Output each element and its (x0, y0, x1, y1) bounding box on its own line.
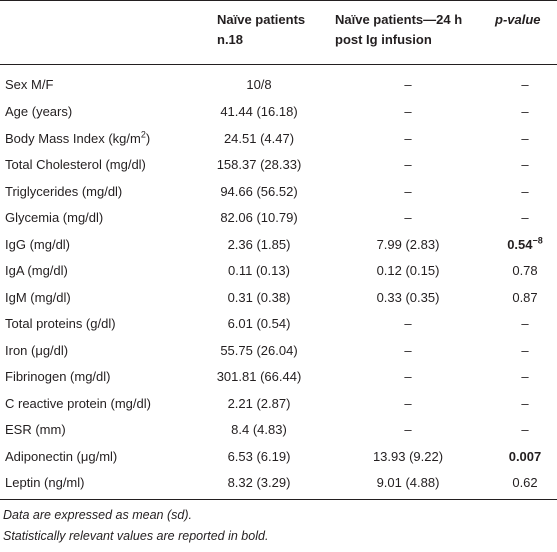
table-row: Adiponectin (μg/ml) 6.53 (6.19) 13.93 (9.2… (0, 444, 557, 471)
header-naive-line2: n.18 (217, 32, 244, 47)
cell-post-infusion: 13.93 (9.22) (372, 448, 444, 464)
table-row: IgM (mg/dl) 0.31 (0.38) 0.33 (0.35) 0.87 (0, 285, 557, 312)
table-row: Total proteins (g/dl) 6.01 (0.54) – – (0, 311, 557, 338)
cell-naive: 158.37 (28.33) (216, 157, 302, 173)
header-post-infusion: Naïve patients—24 h post Ig infusion (323, 0, 493, 65)
table-row: C reactive protein (mg/dl) 2.21 (2.87) – – (0, 391, 557, 418)
cell-post-infusion: – (404, 77, 412, 92)
header-post-line1: Naïve patients—24 h (335, 12, 463, 27)
cell-p-value: 0.007 (508, 448, 542, 464)
p-value-base: 0.54 (507, 236, 533, 252)
row-label: IgM (mg/dl) (5, 289, 71, 305)
cell-p-value: – (521, 316, 529, 332)
cell-p-value: – (521, 104, 529, 120)
row-label-suffix: ) (145, 130, 151, 146)
cell-p-value: – (521, 210, 529, 226)
cell-naive: 10/8 (246, 77, 272, 92)
table-row: Fibrinogen (mg/dl) 301.81 (66.44) – – (0, 364, 557, 391)
cell-p-value: – (521, 130, 529, 146)
row-label: Glycemia (mg/dl) (5, 210, 104, 226)
note-mean-sd: Data are expressed as mean (sd). (3, 508, 192, 522)
cell-p-value: – (521, 342, 529, 358)
row-label-superscript: 2 (140, 129, 146, 140)
cell-post-infusion: – (404, 104, 412, 120)
header-blank (0, 0, 195, 65)
cell-naive: 8.32 (3.29) (195, 470, 323, 500)
row-label: Body Mass Index (kg/m2) (0, 126, 195, 153)
table-row: Age (years) 41.44 (16.18) – – (0, 99, 557, 126)
table-header-row: Naïve patients n.18 Naïve patients—24 h … (0, 0, 557, 65)
cell-post-infusion: – (404, 342, 412, 358)
cell-post-infusion: – (404, 157, 412, 173)
row-label: IgG (mg/dl) (5, 236, 71, 252)
table-row: Glycemia (mg/dl) 82.06 (10.79) – – (0, 205, 557, 232)
row-label: Age (years) (5, 104, 73, 120)
header-p-value: p-value (493, 0, 557, 65)
row-label: Adiponectin (μg/ml) (5, 448, 118, 464)
cell-post-infusion: – (404, 369, 412, 385)
cell-post-infusion: 9.01 (4.88) (323, 470, 493, 500)
row-label: Fibrinogen (mg/dl) (5, 369, 111, 385)
cell-p-value: – (521, 183, 529, 199)
cell-naive: 2.21 (2.87) (227, 395, 291, 411)
table-notes: Data are expressed as mean (sd). Statist… (0, 505, 557, 547)
cell-naive: 6.53 (6.19) (227, 448, 291, 464)
row-label: ESR (mm) (5, 422, 66, 438)
cell-p-value: 0.54−8 (493, 232, 557, 259)
row-label: IgA (mg/dl) (5, 263, 68, 279)
table-row: Sex M/F 10/8 – – (0, 65, 557, 100)
note-bold-values: Statistically relevant values are report… (3, 529, 269, 543)
row-label: Sex M/F (5, 77, 54, 92)
cell-post-infusion: – (404, 316, 412, 332)
cell-post-infusion: – (404, 395, 412, 411)
cell-p-value: – (521, 422, 529, 438)
cell-p-value: 0.62 (493, 470, 557, 500)
cell-naive: 41.44 (16.18) (220, 104, 298, 120)
table-row: ESR (mm) 8.4 (4.83) – – (0, 417, 557, 444)
cell-naive: 55.75 (26.04) (220, 342, 298, 358)
cell-naive: 6.01 (0.54) (227, 316, 291, 332)
row-label: Total proteins (g/dl) (5, 316, 116, 332)
table-row: Body Mass Index (kg/m2) 24.51 (4.47) – – (0, 126, 557, 153)
row-label: C reactive protein (mg/dl) (5, 395, 151, 411)
header-post-line2: post Ig infusion (335, 32, 432, 47)
cell-naive: 2.36 (1.85) (227, 236, 291, 252)
cell-post-infusion: – (404, 130, 412, 146)
cell-naive: 82.06 (10.79) (220, 210, 298, 226)
table-row: Total Cholesterol (mg/dl) 158.37 (28.33) –… (0, 152, 557, 179)
cell-naive: 0.31 (0.38) (227, 289, 291, 305)
cell-p-value: – (521, 77, 529, 92)
table-row: IgA (mg/dl) 0.11 (0.13) 0.12 (0.15) 0.78 (0, 258, 557, 285)
cell-post-infusion: – (404, 422, 412, 438)
table-row: IgG (mg/dl) 2.36 (1.85) 7.99 (2.83) 0.54−8 (0, 232, 557, 259)
cell-post-infusion: 0.33 (0.35) (376, 289, 440, 305)
cell-p-value: – (521, 369, 529, 385)
cell-post-infusion: 7.99 (2.83) (376, 236, 440, 252)
p-value-exponent: −8 (532, 235, 543, 246)
cell-p-value: 0.87 (512, 289, 538, 305)
table-row: Iron (μg/dl) 55.75 (26.04) – – (0, 338, 557, 365)
header-naive-line1: Naïve patients (217, 12, 306, 27)
row-label: Total Cholesterol (mg/dl) (5, 157, 146, 173)
row-label-text: Body Mass Index (kg/m (5, 130, 141, 146)
cell-naive: 8.4 (4.83) (231, 422, 287, 438)
row-label: Triglycerides (mg/dl) (5, 183, 123, 199)
cell-p-value: – (521, 395, 529, 411)
cell-naive: 24.51 (4.47) (223, 130, 295, 146)
cell-post-infusion: – (404, 210, 412, 226)
cell-post-infusion: – (404, 183, 412, 199)
table-row: Leptin (ng/ml) 8.32 (3.29) 9.01 (4.88) 0.62 (0, 470, 557, 500)
cell-post-infusion: 0.12 (0.15) (376, 263, 440, 279)
cell-p-value: – (521, 157, 529, 173)
row-label: Leptin (ng/ml) (0, 470, 195, 500)
cell-p-value: 0.78 (512, 263, 538, 279)
table-row: Triglycerides (mg/dl) 94.66 (56.52) – – (0, 179, 557, 206)
cell-naive: 94.66 (56.52) (220, 183, 298, 199)
data-table: Naïve patients n.18 Naïve patients—24 h … (0, 0, 557, 500)
cell-naive: 0.11 (0.13) (228, 263, 290, 279)
cell-naive: 301.81 (66.44) (216, 369, 302, 385)
row-label: Iron (μg/dl) (5, 342, 69, 358)
header-naive-patients: Naïve patients n.18 (195, 0, 323, 65)
